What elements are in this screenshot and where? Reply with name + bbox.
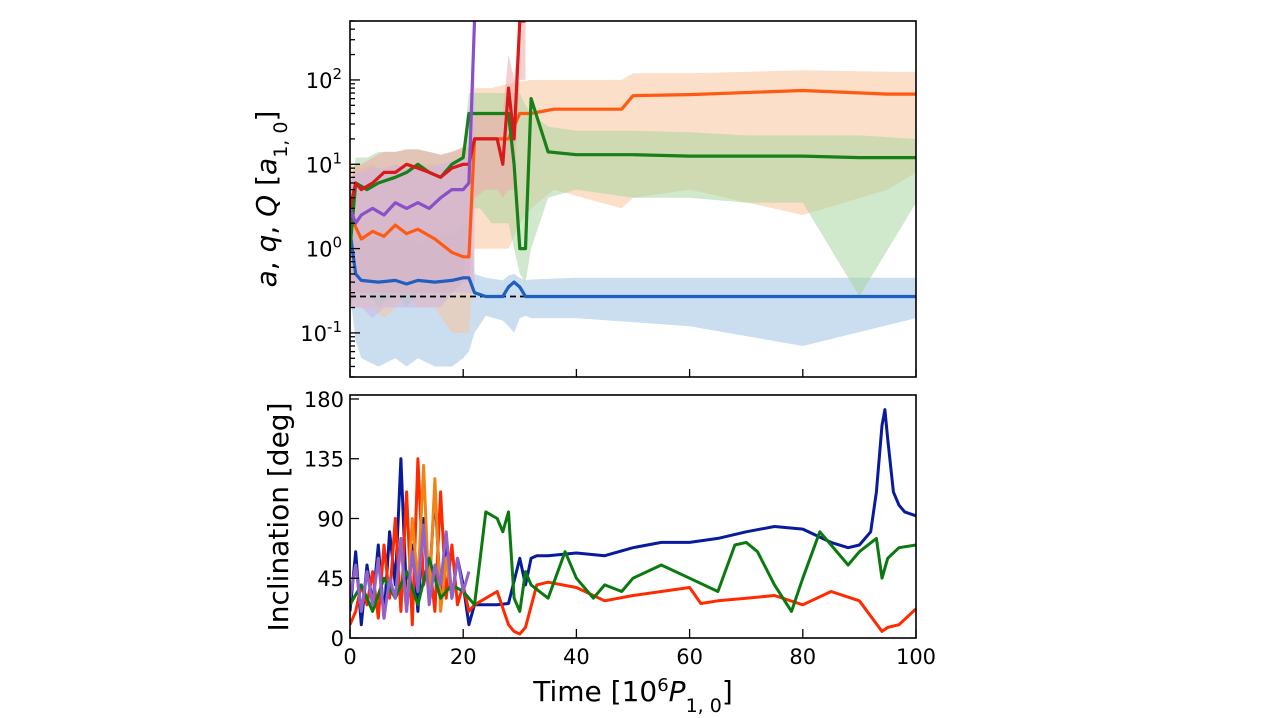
top-y-tick-label: 102 xyxy=(306,65,342,93)
top-y-tick-label: 10-1 xyxy=(300,318,342,346)
top-y-tick-label: 101 xyxy=(306,149,342,177)
top-ticks: 10-1 100 101 102 xyxy=(300,20,917,378)
bottom-y-tick-label: 45 xyxy=(317,567,344,591)
bottom-series-3-line xyxy=(350,510,916,613)
bottom-y-tick-label: 135 xyxy=(304,448,344,472)
top-series-4-line xyxy=(350,21,477,225)
bottom-x-tick-label: 100 xyxy=(896,645,936,669)
top-series-0-band xyxy=(350,215,916,367)
top-series-3-line xyxy=(350,21,526,209)
bottom-y-tick-label: 90 xyxy=(317,507,344,531)
bottom-x-tick-label: 80 xyxy=(789,645,816,669)
top-bands xyxy=(350,21,916,367)
top-lines xyxy=(350,21,916,299)
bottom-y-tick-label: 180 xyxy=(304,388,344,412)
bottom-x-tick-label: 40 xyxy=(563,645,590,669)
top-series-2-line xyxy=(350,96,916,251)
bottom-series-1-line xyxy=(350,457,916,636)
bottom-panel: 0 45 90 135 180 0 20 40 60 80 100 Inclination [deg… xyxy=(262,388,936,717)
top-y-tick-label: 100 xyxy=(306,234,342,262)
bottom-lines xyxy=(350,408,916,636)
top-series-0-line xyxy=(350,231,916,299)
bottom-ticks: 0 45 90 135 180 0 20 40 60 80 100 xyxy=(304,388,936,669)
bottom-series-4-line xyxy=(350,523,471,620)
bottom-x-tick-label: 60 xyxy=(676,645,703,669)
bottom-frame xyxy=(349,394,917,639)
bottom-y-axis-title: Inclination [deg] xyxy=(262,402,295,631)
bottom-x-tick-label: 20 xyxy=(450,645,477,669)
bottom-y-tick-label: 0 xyxy=(331,627,344,651)
top-frame xyxy=(349,20,917,378)
bottom-x-tick-label: 0 xyxy=(343,645,356,669)
x-axis-title: Time [106P1, 0] xyxy=(532,675,733,718)
top-y-axis-title: a, q, Q [a1, 0] xyxy=(250,111,292,288)
top-panel: 10-1 100 101 102 a, q, Q [a1, 0] xyxy=(250,20,917,378)
